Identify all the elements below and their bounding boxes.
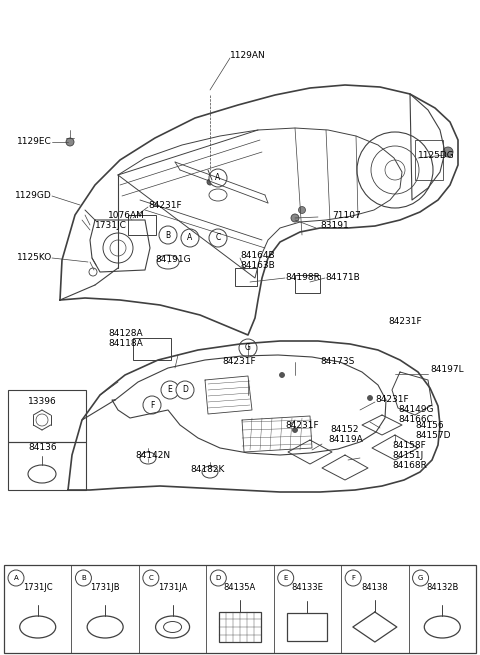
Text: C: C — [148, 575, 153, 581]
Bar — [295, 275, 320, 293]
Text: G: G — [418, 575, 423, 581]
Text: 84128A: 84128A — [108, 329, 143, 339]
Text: 84142N: 84142N — [135, 451, 170, 460]
Bar — [128, 215, 156, 235]
Text: 84118A: 84118A — [108, 339, 143, 348]
Circle shape — [239, 339, 257, 357]
Text: 1129AN: 1129AN — [230, 50, 266, 60]
Text: 84135A: 84135A — [224, 583, 256, 592]
Text: 84158F: 84158F — [392, 441, 426, 449]
Text: 84182K: 84182K — [190, 466, 224, 474]
Text: 84197L: 84197L — [430, 365, 464, 375]
Text: G: G — [245, 343, 251, 352]
Circle shape — [176, 381, 194, 399]
Circle shape — [143, 396, 161, 414]
Circle shape — [75, 570, 91, 586]
Text: A: A — [216, 174, 221, 183]
Text: 84171B: 84171B — [325, 274, 360, 282]
Text: 84119A: 84119A — [328, 436, 363, 445]
Text: F: F — [150, 400, 154, 409]
Text: 1125KO: 1125KO — [17, 253, 52, 263]
Text: 84149G: 84149G — [398, 405, 433, 415]
Circle shape — [413, 570, 429, 586]
Text: 84164B: 84164B — [240, 250, 275, 259]
Circle shape — [291, 214, 299, 222]
Text: 84163B: 84163B — [240, 261, 275, 269]
Bar — [288, 613, 327, 641]
Text: F: F — [351, 575, 355, 581]
Text: C: C — [216, 233, 221, 242]
Text: 84133E: 84133E — [291, 583, 324, 592]
Text: 1731JC: 1731JC — [95, 221, 127, 231]
Text: 84198R: 84198R — [285, 274, 320, 282]
Circle shape — [159, 226, 177, 244]
Text: 71107: 71107 — [332, 210, 361, 219]
Text: A: A — [13, 575, 18, 581]
Text: 1076AM: 1076AM — [108, 210, 145, 219]
Text: 1731JA: 1731JA — [158, 583, 187, 592]
Text: 84231F: 84231F — [388, 318, 421, 326]
Text: 84151J: 84151J — [392, 451, 423, 460]
Text: 1129EC: 1129EC — [17, 138, 52, 147]
Text: 84168R: 84168R — [392, 460, 427, 470]
Text: 83191: 83191 — [320, 221, 349, 231]
Text: 84231F: 84231F — [222, 358, 256, 367]
Text: 1731JC: 1731JC — [23, 583, 52, 592]
Text: D: D — [182, 386, 188, 394]
Bar — [133, 338, 171, 360]
Text: 84231F: 84231F — [285, 421, 319, 430]
Text: D: D — [216, 575, 221, 581]
Circle shape — [143, 570, 159, 586]
Circle shape — [161, 381, 179, 399]
Text: 84152: 84152 — [330, 426, 359, 434]
Text: 1125DG: 1125DG — [418, 151, 455, 160]
Text: A: A — [187, 233, 192, 242]
Text: 84138: 84138 — [361, 583, 388, 592]
Bar — [219, 612, 261, 642]
Circle shape — [279, 373, 285, 377]
Bar — [8, 442, 86, 490]
Text: E: E — [284, 575, 288, 581]
Circle shape — [345, 570, 361, 586]
Text: 13396: 13396 — [28, 398, 57, 407]
Circle shape — [278, 570, 294, 586]
Circle shape — [207, 179, 213, 185]
Circle shape — [443, 147, 453, 157]
Bar — [235, 268, 257, 286]
Text: 84191G: 84191G — [155, 255, 191, 265]
Circle shape — [299, 206, 305, 214]
Text: B: B — [166, 231, 170, 240]
Circle shape — [66, 138, 74, 146]
Text: 1129GD: 1129GD — [15, 191, 52, 200]
Text: 84157D: 84157D — [415, 430, 451, 440]
Text: 84132B: 84132B — [426, 583, 458, 592]
Circle shape — [292, 428, 298, 432]
Bar — [8, 390, 86, 442]
Text: 1731JB: 1731JB — [90, 583, 120, 592]
Text: 84173S: 84173S — [320, 358, 354, 367]
Text: 84156: 84156 — [415, 421, 444, 430]
Circle shape — [181, 229, 199, 247]
Circle shape — [210, 570, 226, 586]
Circle shape — [368, 396, 372, 400]
Circle shape — [209, 169, 227, 187]
Text: 84166C: 84166C — [398, 415, 433, 424]
Circle shape — [209, 229, 227, 247]
Text: 84231F: 84231F — [375, 396, 408, 405]
Text: 84136: 84136 — [28, 443, 57, 453]
Bar — [4, 565, 476, 653]
Text: E: E — [168, 386, 172, 394]
Bar — [415, 140, 443, 180]
Circle shape — [8, 570, 24, 586]
Text: B: B — [81, 575, 86, 581]
Text: 84231F: 84231F — [148, 200, 181, 210]
